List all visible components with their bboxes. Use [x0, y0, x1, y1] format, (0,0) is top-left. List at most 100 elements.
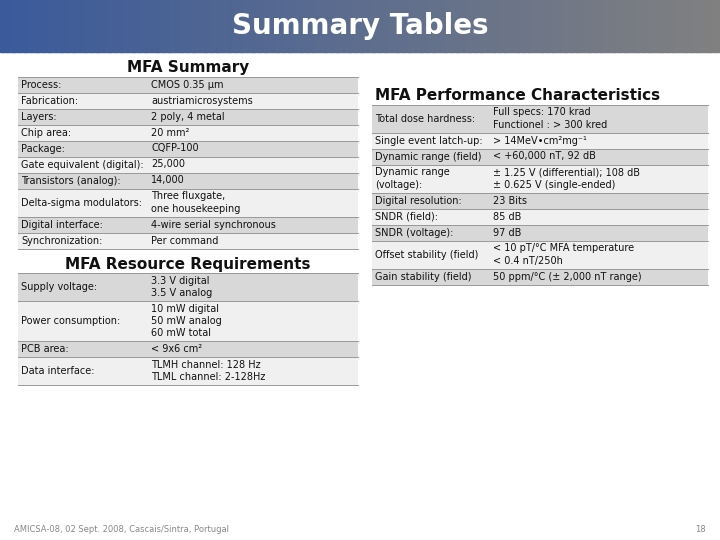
Bar	[243, 0, 246, 52]
Bar	[67, 0, 70, 52]
Bar	[18, 92, 358, 109]
Bar	[585, 0, 588, 52]
Bar	[372, 165, 708, 192]
Bar	[317, 0, 320, 52]
Bar	[372, 148, 708, 165]
Bar	[677, 0, 680, 52]
Bar	[578, 0, 581, 52]
Bar	[675, 0, 678, 52]
Bar	[18, 140, 358, 157]
Text: < +60,000 nT, 92 dB: < +60,000 nT, 92 dB	[493, 152, 596, 161]
Bar	[413, 0, 415, 52]
Text: 23 Bits: 23 Bits	[493, 195, 527, 206]
Text: 85 dB: 85 dB	[493, 212, 521, 221]
Text: SNDR (field):: SNDR (field):	[375, 212, 438, 221]
Text: MFA Performance Characteristics: MFA Performance Characteristics	[375, 88, 660, 103]
Bar	[521, 0, 523, 52]
Bar	[9, 0, 12, 52]
Bar	[531, 0, 534, 52]
Text: Total dose hardness:: Total dose hardness:	[375, 113, 475, 124]
Bar	[99, 0, 102, 52]
Text: Single event latch-up:: Single event latch-up:	[375, 136, 482, 145]
Text: Dynamic range (field): Dynamic range (field)	[375, 152, 482, 161]
Bar	[110, 0, 113, 52]
Text: Power consumption:: Power consumption:	[21, 316, 120, 326]
Bar	[245, 0, 248, 52]
Text: Gate equivalent (digital):: Gate equivalent (digital):	[21, 159, 143, 170]
Text: 10 mW digital
50 mW analog
60 mW total: 10 mW digital 50 mW analog 60 mW total	[151, 303, 222, 339]
Bar	[689, 0, 692, 52]
Bar	[708, 0, 711, 52]
Text: 18: 18	[696, 525, 706, 534]
Bar	[132, 0, 135, 52]
Bar	[17, 0, 19, 52]
Bar	[372, 192, 708, 208]
Bar	[434, 0, 437, 52]
Bar	[461, 0, 464, 52]
Bar	[65, 0, 68, 52]
Bar	[319, 0, 322, 52]
Text: 14,000: 14,000	[151, 176, 185, 186]
Bar	[540, 0, 543, 52]
Text: Chip area:: Chip area:	[21, 127, 71, 138]
Text: Digital resolution:: Digital resolution:	[375, 195, 462, 206]
Bar	[261, 0, 264, 52]
Bar	[74, 0, 77, 52]
Bar	[127, 0, 130, 52]
Text: 25,000: 25,000	[151, 159, 185, 170]
Bar	[14, 0, 17, 52]
Bar	[367, 0, 370, 52]
Bar	[326, 0, 329, 52]
Bar	[189, 0, 192, 52]
Bar	[276, 0, 279, 52]
Bar	[338, 0, 341, 52]
Text: 97 dB: 97 dB	[493, 227, 521, 238]
Text: 2 poly, 4 metal: 2 poly, 4 metal	[151, 111, 225, 122]
Bar	[405, 0, 408, 52]
Text: Package:: Package:	[21, 144, 65, 153]
Bar	[207, 0, 210, 52]
Bar	[19, 0, 22, 52]
Bar	[624, 0, 627, 52]
Bar	[648, 0, 651, 52]
Bar	[396, 0, 399, 52]
Text: CMOS 0.35 µm: CMOS 0.35 µm	[151, 79, 223, 90]
Bar	[650, 0, 653, 52]
Bar	[387, 0, 390, 52]
Bar	[187, 0, 190, 52]
Bar	[346, 0, 348, 52]
Text: MFA Summary: MFA Summary	[127, 60, 249, 75]
Bar	[158, 0, 161, 52]
Bar	[27, 0, 30, 52]
Bar	[499, 0, 502, 52]
Bar	[718, 0, 720, 52]
Bar	[657, 0, 660, 52]
Bar	[557, 0, 559, 52]
Bar	[603, 0, 606, 52]
Text: Gain stability (field): Gain stability (field)	[375, 272, 472, 281]
Bar	[369, 0, 372, 52]
Bar	[382, 0, 384, 52]
Bar	[290, 0, 293, 52]
Bar	[89, 0, 91, 52]
Text: Digital interface:: Digital interface:	[21, 219, 103, 230]
Bar	[456, 0, 459, 52]
Bar	[533, 0, 536, 52]
Bar	[81, 0, 84, 52]
Bar	[626, 0, 629, 52]
Text: Dynamic range
(voltage):: Dynamic range (voltage):	[375, 167, 450, 190]
Bar	[96, 0, 99, 52]
Bar	[286, 0, 289, 52]
Bar	[18, 188, 358, 217]
Text: Full specs: 170 krad
Functionel : > 300 kred: Full specs: 170 krad Functionel : > 300 …	[493, 107, 607, 130]
Bar	[209, 0, 212, 52]
Bar	[564, 0, 567, 52]
Bar	[139, 0, 142, 52]
Bar	[427, 0, 430, 52]
Bar	[18, 172, 358, 188]
Bar	[5, 0, 8, 52]
Bar	[302, 0, 305, 52]
Bar	[60, 0, 63, 52]
Bar	[374, 0, 377, 52]
Bar	[117, 0, 120, 52]
